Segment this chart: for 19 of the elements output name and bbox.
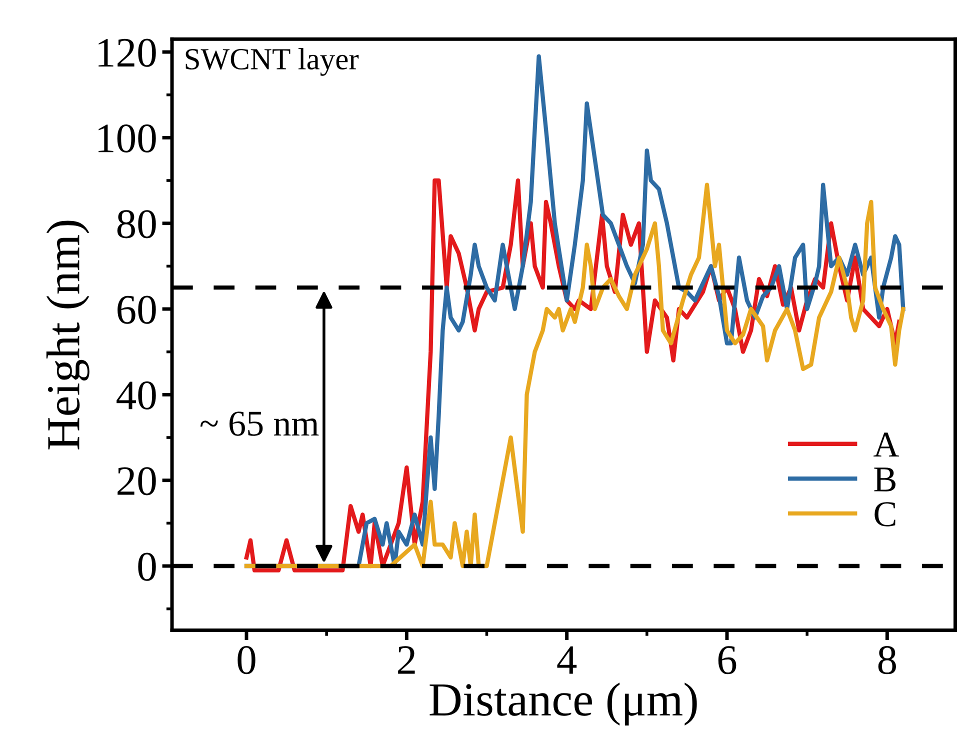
annotation: SWCNT layer [186,48,359,76]
legend-label: C [874,502,896,526]
y-axis-title: Height (nm) [46,220,90,450]
x-axis-title: Distance (μm) [430,682,697,726]
annotation: ~ 65 nm [200,412,319,436]
legend-label: B [874,468,896,492]
y-tick-label: 60 [118,296,156,324]
y-tick-label: 0 [138,552,156,581]
x-tick-label: 2 [398,646,415,674]
y-tick-label: 20 [118,467,156,496]
y-tick-label: 80 [117,210,156,238]
y-tick-label: 100 [98,124,156,153]
y-tick-label: 120 [98,38,156,67]
legend-label: A [874,432,899,457]
x-tick-label: 0 [238,646,256,674]
x-tick-label: 6 [718,646,736,674]
x-tick-label: 4 [557,646,577,674]
y-tick-label: 40 [116,381,156,410]
x-tick-label: 8 [878,646,896,674]
